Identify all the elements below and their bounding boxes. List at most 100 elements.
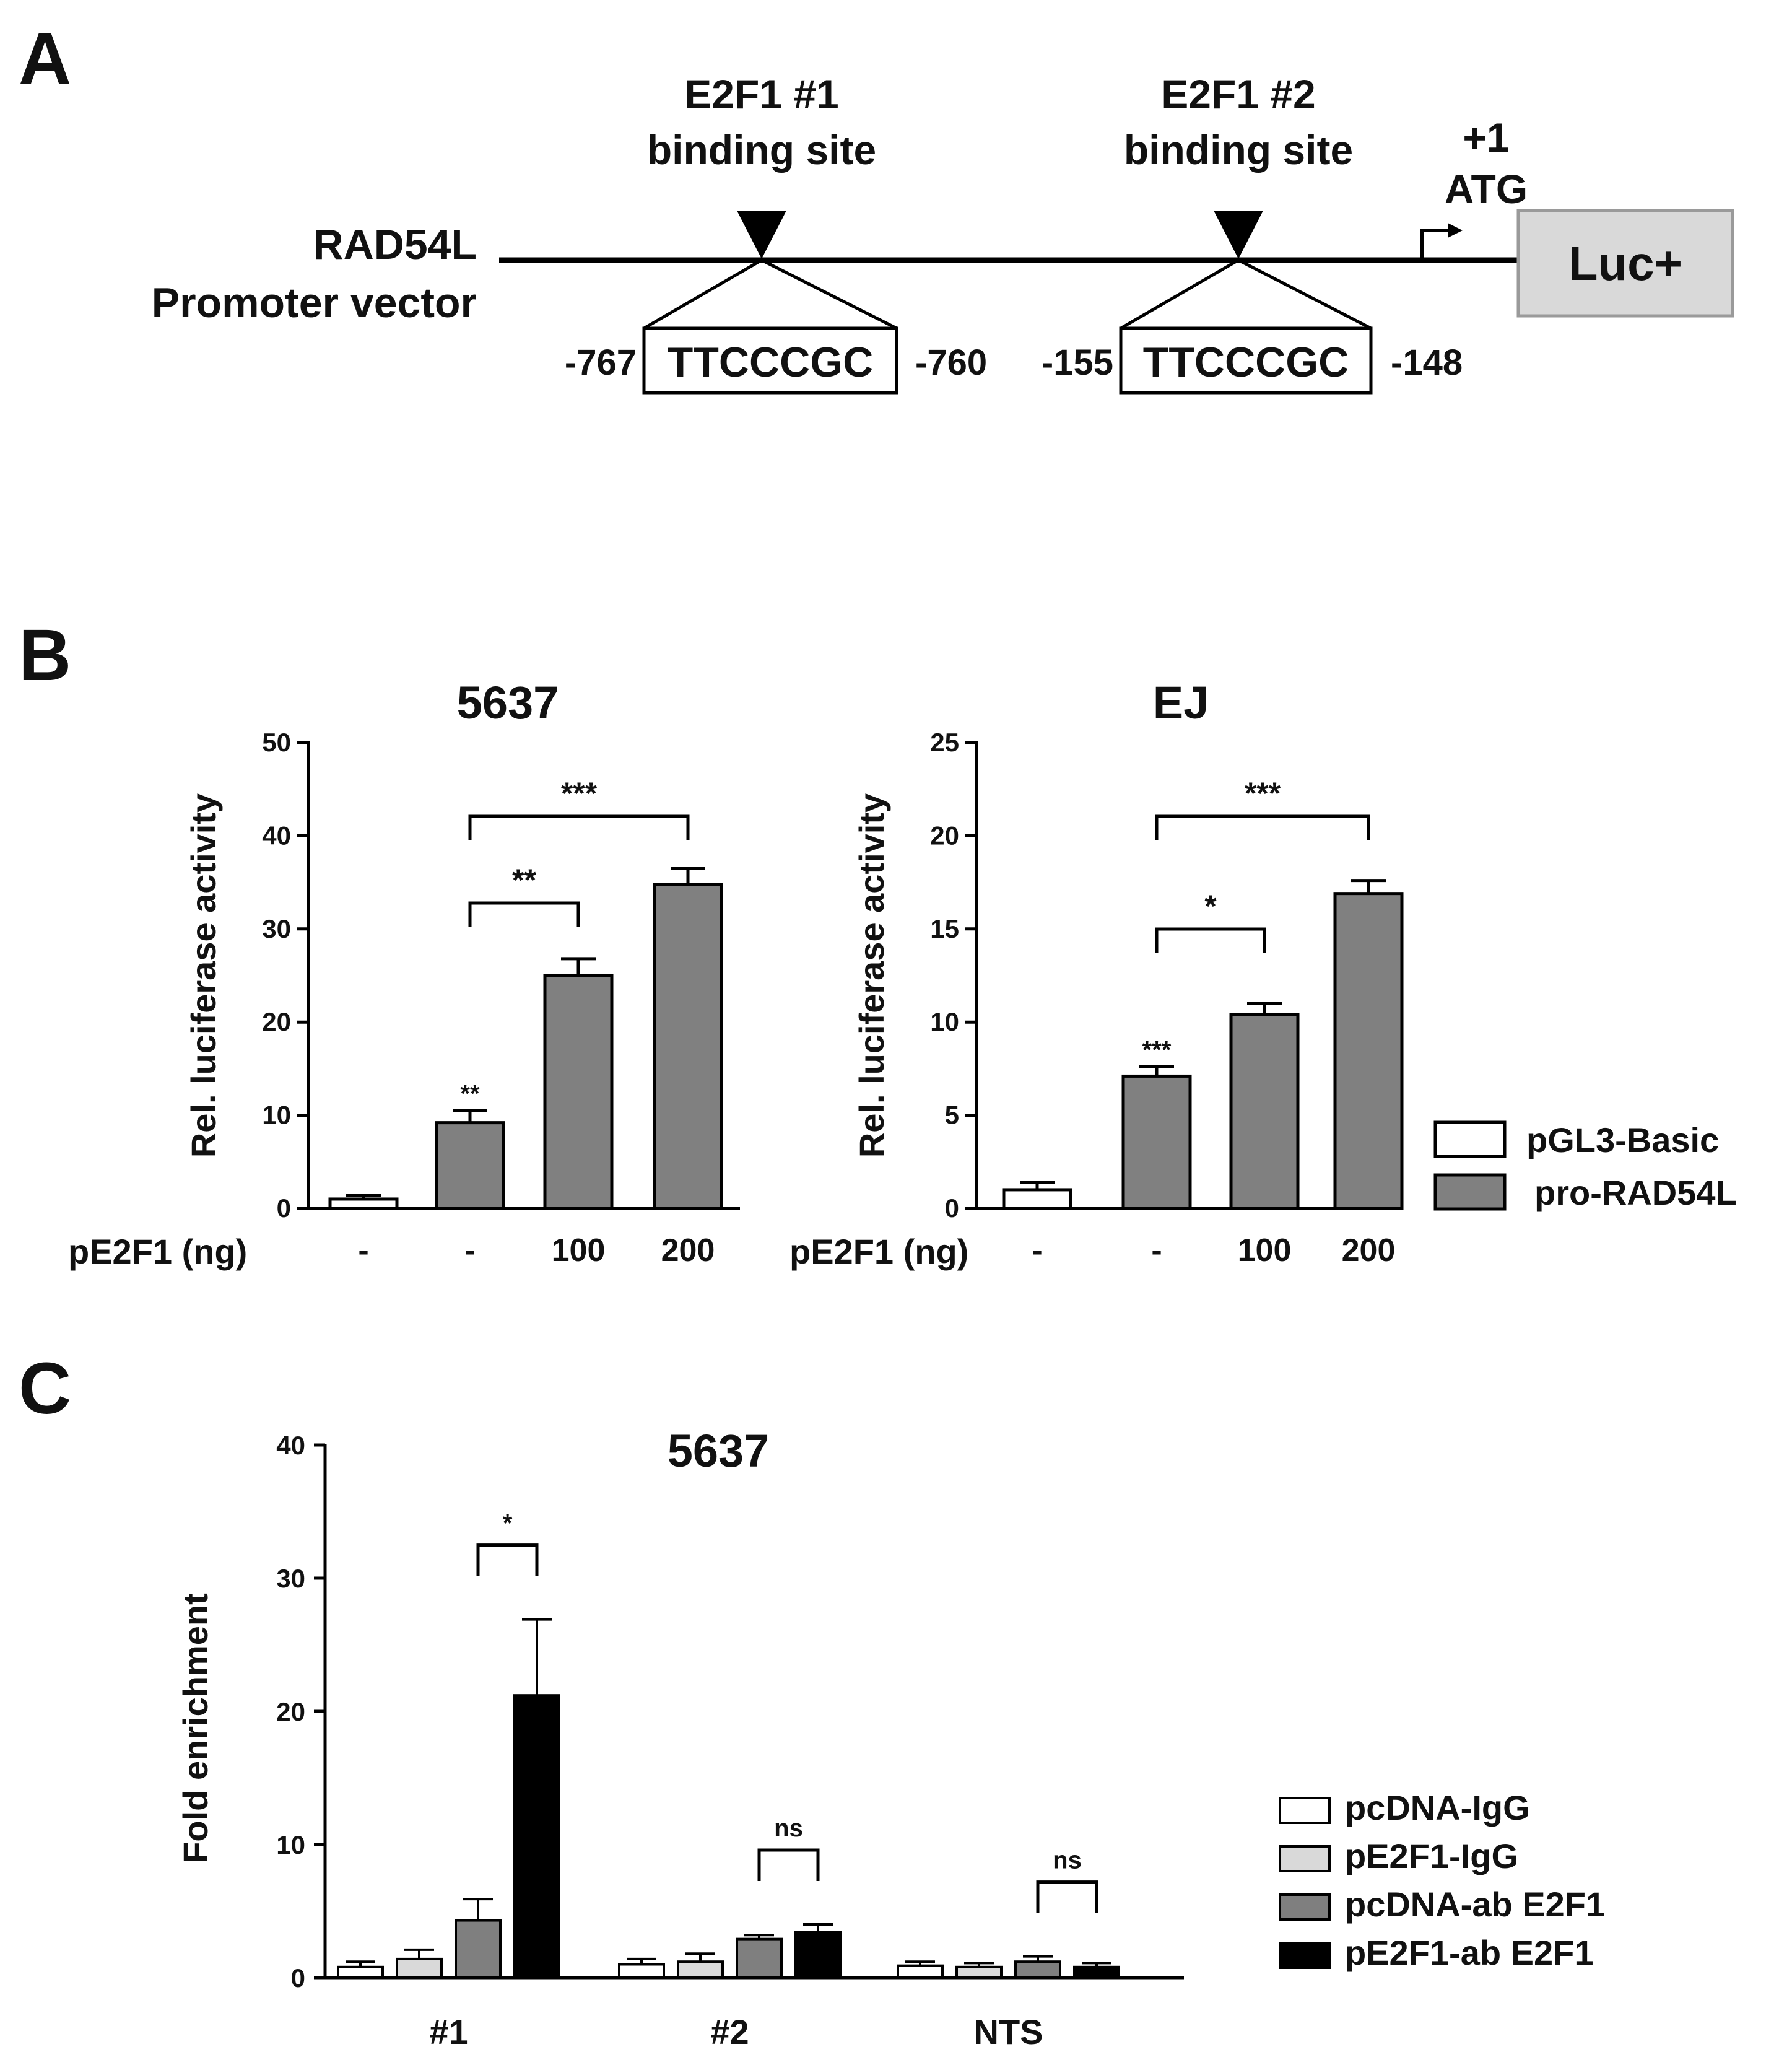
chart-chip-category-label: #1 <box>429 2012 468 2051</box>
chart-5637-significance-bracket <box>468 901 580 927</box>
tss-arrow-icon <box>1420 229 1449 258</box>
chart-5637-category-label: 200 <box>661 1233 715 1268</box>
site2-sequence-box <box>1119 326 1373 395</box>
chart-ej-y-tick-label: 20 <box>930 821 959 850</box>
chart-ej-significance-bracket <box>1155 927 1266 953</box>
site2-subtitle: binding site <box>1124 127 1353 173</box>
chart-ej-category-label: 100 <box>1238 1233 1292 1268</box>
chart-ej-y-tick-label: 25 <box>930 728 959 757</box>
chart-chip-bar <box>736 1937 783 1979</box>
chart-ej-category-label: 200 <box>1342 1233 1396 1268</box>
chart-ej-xlabel: pE2F1 (ng) <box>789 1232 968 1271</box>
tss-arrowhead-icon <box>1448 223 1463 238</box>
chart-ej-significance-label: *** <box>1142 1036 1172 1063</box>
chart-chip-y-tick-label: 10 <box>276 1830 305 1859</box>
legend-swatch-pe2f1-ab-e2f1 <box>1279 1942 1331 1969</box>
chart-5637-xlabel: pE2F1 (ng) <box>68 1232 247 1271</box>
chart-5637-y-tick-label: 10 <box>262 1101 291 1130</box>
legend-label-pgl3-basic: pGL3-Basic <box>1526 1120 1719 1159</box>
chart-chip-category-label: #2 <box>710 2012 749 2051</box>
chart-5637-y-tick-label: 0 <box>277 1194 291 1223</box>
site2-callout-lines <box>1120 258 1372 330</box>
chart-5637-y-tick-label: 40 <box>262 821 291 850</box>
chart-5637-y-tick-label: 30 <box>262 914 291 943</box>
chart-ej-category-label: - <box>1032 1233 1042 1268</box>
legend-swatch-pro-rad54l <box>1433 1173 1507 1211</box>
chart-chip-bar <box>897 1964 944 1979</box>
chart-ej-bar <box>1333 892 1404 1210</box>
legend-swatch-pcdna-igg <box>1279 1797 1331 1824</box>
luciferase-reporter-box <box>1516 209 1734 318</box>
site1-sequence: TTCCCGC <box>668 339 873 386</box>
chart-5637-y-tick-label: 50 <box>262 728 291 757</box>
site2-end-position: -148 <box>1391 343 1463 383</box>
chart-chip-bar <box>955 1965 1003 1980</box>
chart-ej-title: EJ <box>1153 677 1209 728</box>
panel-c: C 5637 0 10 20 30 40 Fold enrichment #1 #2 NTS * ns… <box>19 1348 1605 2051</box>
tss-position-label: +1 <box>1463 115 1509 160</box>
site2-title: E2F1 #2 <box>1161 71 1316 117</box>
panel-c-legend: pcDNA-IgG pE2F1-IgG pcDNA-ab E2F1 pE2F1-… <box>1279 1788 1605 1972</box>
chart-5637-bar <box>543 974 614 1210</box>
luciferase-reporter-label: Luc+ <box>1568 236 1682 290</box>
chart-chip-y-axis-title: Fold enrichment <box>176 1593 215 1863</box>
site2-sequence: TTCCCGC <box>1143 339 1349 386</box>
chart-5637-significance-label: ** <box>460 1080 480 1107</box>
chart-chip-y-tick-label: 0 <box>291 1963 305 1993</box>
chart-chip-title: 5637 <box>668 1425 770 1477</box>
panel-a-letter: A <box>19 18 71 100</box>
chart-chip-bar <box>677 1960 724 1979</box>
chart-5637-significance-bracket <box>468 814 690 840</box>
chart-5637-luciferase: 5637 0 10 20 30 40 50 Rel. luciferase activity -… <box>184 677 740 1268</box>
chart-5637-bracket-label: ** <box>512 863 536 897</box>
chart-chip-significance-bracket <box>757 1848 820 1881</box>
chart-chip-significance-bracket <box>476 1543 539 1576</box>
chart-ej-bar <box>1229 1013 1300 1210</box>
chart-chip-bar <box>455 1919 502 1980</box>
chart-5637-y-tick-label: 20 <box>262 1007 291 1036</box>
site1-end-position: -760 <box>915 343 987 383</box>
chart-ej-y-tick-label: 10 <box>930 1007 959 1036</box>
chart-5637-category-label: - <box>464 1233 475 1268</box>
legend-label-pcdna-ab-e2f1: pcDNA-ab E2F1 <box>1345 1885 1605 1924</box>
chart-5637-bar <box>435 1121 505 1210</box>
site1-title: E2F1 #1 <box>684 71 839 117</box>
chart-ej-category-label: - <box>1151 1233 1162 1268</box>
vector-label-gene: RAD54L <box>313 221 477 268</box>
chart-5637-category-label: - <box>358 1233 368 1268</box>
chart-5637-title: 5637 <box>457 677 559 728</box>
chart-ej-y-tick-label: 0 <box>945 1194 959 1223</box>
chart-chip-y-tick-label: 40 <box>276 1431 305 1460</box>
site1-marker-triangle <box>737 211 786 259</box>
legend-label-pe2f1-igg: pE2F1-IgG <box>1345 1836 1518 1875</box>
panel-a: A RAD54L Promoter vector E2F1 #1 binding… <box>19 18 1734 395</box>
chart-5637-bracket-label: *** <box>561 776 598 811</box>
chart-ej-bar <box>1002 1188 1072 1210</box>
chart-5637-chip-enrichment: 5637 0 10 20 30 40 Fold enrichment #1 #2 NTS * ns ns <box>176 1425 1184 2051</box>
chart-5637-bar <box>653 883 723 1210</box>
chart-5637-bar <box>328 1197 399 1210</box>
chart-chip-bracket-label: * <box>503 1510 513 1537</box>
chart-ej-significance-bracket <box>1155 814 1370 840</box>
chart-chip-bar <box>396 1957 443 1979</box>
chart-chip-bracket-label: ns <box>774 1815 803 1842</box>
chart-chip-bar <box>1014 1960 1061 1979</box>
panel-b-legend: pGL3-Basic pro-RAD54L <box>1433 1120 1737 1212</box>
chart-ej-y-axis-title: Rel. luciferase activity <box>852 793 891 1158</box>
chart-ej-y-tick-label: 15 <box>930 914 959 943</box>
chart-ej-bracket-label: * <box>1204 889 1217 923</box>
site2-start-position: -155 <box>1042 343 1113 383</box>
legend-swatch-pgl3-basic <box>1433 1120 1507 1158</box>
chart-chip-significance-bracket <box>1036 1880 1098 1913</box>
legend-swatch-pe2f1-igg <box>1279 1845 1331 1872</box>
legend-label-pro-rad54l: pro-RAD54L <box>1534 1173 1737 1212</box>
chart-5637-y-axis-title: Rel. luciferase activity <box>184 793 223 1158</box>
chart-5637-category-label: 100 <box>552 1233 606 1268</box>
chart-chip-bracket-label: ns <box>1053 1847 1082 1874</box>
chart-chip-category-label: NTS <box>974 2012 1043 2051</box>
vector-label-type: Promoter vector <box>152 279 477 326</box>
chart-chip-bar <box>337 1965 384 1980</box>
chart-chip-bar <box>513 1694 560 1979</box>
